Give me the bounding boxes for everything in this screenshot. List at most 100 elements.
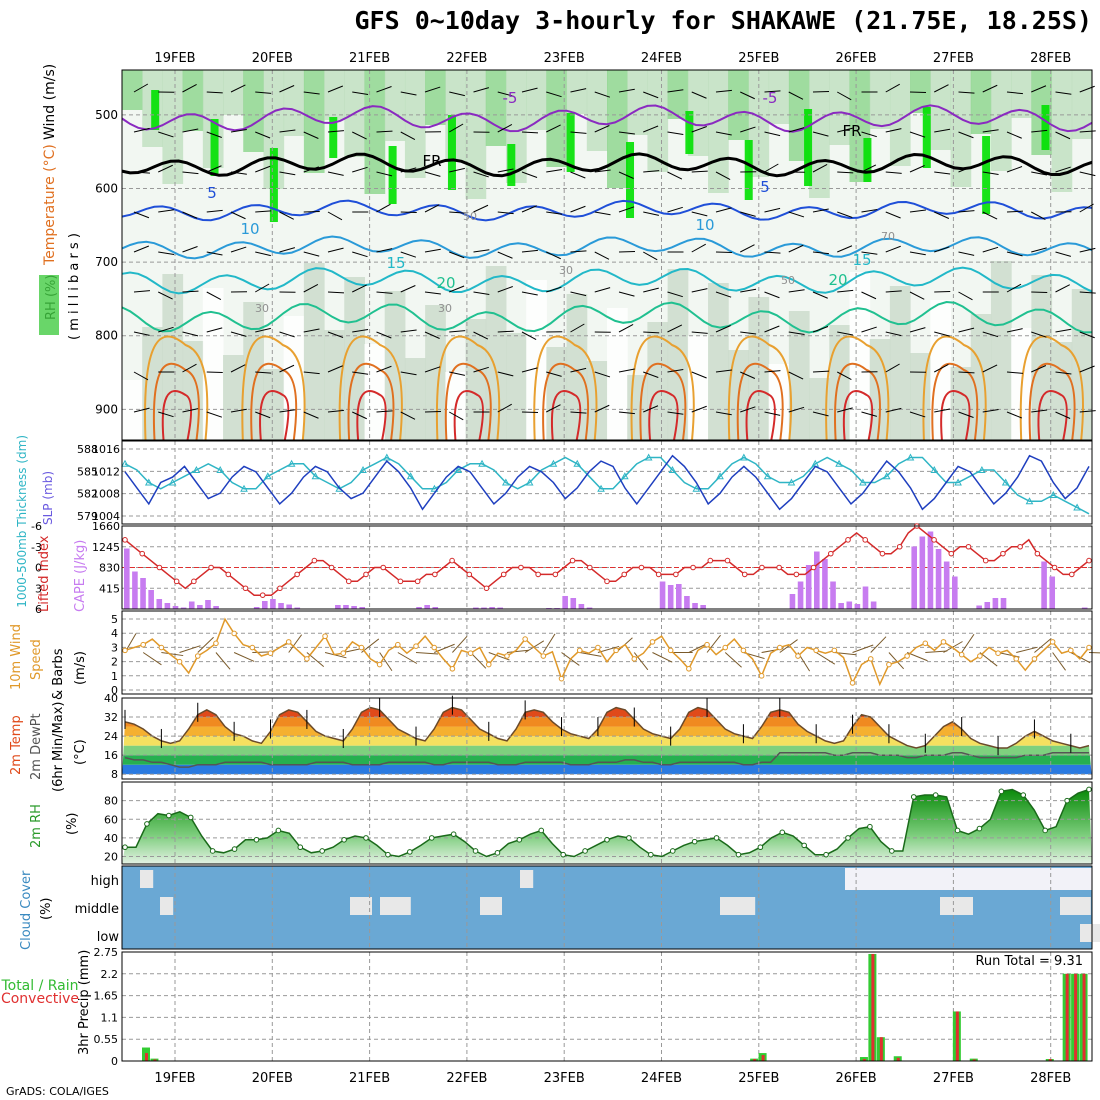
- rh2m-line-marker: [669, 848, 676, 854]
- wind10-barb: [597, 645, 620, 653]
- precip-tick-label: 2.75: [94, 946, 119, 959]
- li-tick-label: -3: [31, 541, 42, 554]
- upper-wind-barb: [376, 130, 393, 133]
- rh-shading-lower: [849, 272, 871, 440]
- rh2m-line-marker: [385, 851, 391, 858]
- rh-moist-patch: [685, 111, 694, 154]
- thickness-tick-label: 588: [77, 443, 98, 456]
- wind10-speed-line-marker: [958, 651, 965, 658]
- rh-shading-lower: [889, 286, 911, 440]
- upper-wind-barb: [618, 131, 635, 135]
- thickness-line-marker: [121, 459, 129, 467]
- upper-wind-barb: [376, 171, 393, 177]
- upper-wind-barb: [449, 371, 466, 376]
- precip-panel-frame: [121, 951, 1093, 1062]
- upper-wind-barb: [764, 90, 781, 93]
- rh2m-line-marker: [976, 825, 983, 832]
- rh-moist-patch: [507, 144, 516, 186]
- rh2m-line-marker: [472, 848, 479, 854]
- upper-wind-barb: [958, 210, 975, 213]
- upper-wind-barb: [667, 369, 684, 373]
- precip-convective-label: Convective: [1, 991, 79, 1007]
- wind10-speed-line-marker: [540, 653, 547, 659]
- lifted-index-line-marker: [827, 550, 834, 557]
- upper-wind-barb: [1006, 411, 1023, 419]
- thickness-line-marker: [359, 465, 367, 473]
- lifted-index-line-marker: [397, 578, 404, 585]
- cloud-patch: [160, 897, 174, 915]
- upper-wind-barb: [667, 131, 684, 135]
- cape-bar: [676, 584, 682, 609]
- cape-bar: [700, 605, 706, 609]
- cape-bar: [667, 585, 674, 609]
- lifted-index-line-marker: [380, 564, 387, 571]
- thickness-line-marker: [192, 465, 201, 473]
- upper-wind-barb: [303, 131, 319, 139]
- upper-wind-barb: [885, 363, 900, 373]
- wind10-barb: [379, 652, 393, 672]
- rh2m-line-marker: [779, 829, 786, 836]
- lifted-index-line-marker: [621, 571, 628, 578]
- lifted-index-line-marker: [518, 564, 524, 571]
- upper-wind-barb: [449, 167, 465, 173]
- wind10-tick-label: 5: [111, 613, 118, 626]
- upper-wind-barb: [279, 247, 296, 253]
- upper-wind-barb: [909, 209, 926, 213]
- upper-wind-barb: [861, 326, 877, 333]
- li-tick-label: 3: [35, 582, 42, 595]
- wind10-speed-line-marker: [831, 647, 838, 654]
- wind10-speed-line-marker: [758, 673, 765, 679]
- upper-wind-barb: [788, 211, 805, 218]
- warm-temp-contour: [241, 335, 306, 441]
- upper-wind-barb: [643, 91, 659, 99]
- rh2m-tick-label: 20: [104, 851, 118, 864]
- upper-wind-barb: [1006, 91, 1023, 95]
- rh-shading-upper: [162, 70, 184, 184]
- upper-wind-barb: [473, 87, 490, 93]
- upper-wind-barb: [570, 323, 585, 333]
- upper-wind-barb: [594, 287, 611, 293]
- upper-wind-barb: [400, 329, 417, 333]
- wind10-axis-label2: Speed: [29, 639, 44, 680]
- wind10-speed-line-marker: [886, 661, 892, 668]
- warm-temp-contour: [922, 335, 987, 441]
- upper-wind-barb: [643, 125, 659, 133]
- upper-wind-barb: [400, 167, 417, 173]
- cape-bar: [132, 571, 138, 609]
- wind10-speed-line-marker: [395, 641, 401, 648]
- upper-wind-barb: [982, 171, 999, 175]
- wind10-barb: [779, 639, 798, 653]
- upper-wind-barb: [788, 91, 804, 100]
- upper-wind-barb: [473, 291, 490, 295]
- wind10-speed-line-marker: [904, 653, 910, 659]
- upper-wind-barb: [934, 331, 950, 337]
- rh-moist-patch: [151, 90, 160, 130]
- rh-shading-lower: [162, 274, 184, 440]
- precip-convective-bar: [1065, 973, 1069, 1061]
- lifted-index-line-marker: [655, 571, 662, 578]
- rh-moist-patch: [744, 140, 753, 200]
- thickness-tick-label: 585: [77, 465, 98, 478]
- wind10-barb: [506, 649, 529, 653]
- contour-label: 20: [436, 274, 455, 292]
- upper-wind-barb: [521, 411, 539, 414]
- cloud-patch: [480, 897, 502, 915]
- upper-wind-barb: [206, 251, 223, 256]
- cloud-level-label: low: [97, 930, 120, 945]
- upper-wind-barb: [594, 125, 610, 133]
- contour-label: 15: [386, 254, 405, 272]
- upper-wind-barb: [303, 284, 319, 293]
- upper-panel-frame: [121, 69, 1093, 441]
- rh-shading-upper: [910, 70, 931, 113]
- warm-temp-contour: [1028, 362, 1076, 441]
- wind10-speed-line-marker: [867, 656, 874, 662]
- cape-bar: [180, 607, 187, 609]
- pressure-tick-label: 600: [95, 181, 118, 195]
- rh-shading-lower: [869, 339, 891, 440]
- wind10-axis-unit: (m/s): [73, 651, 88, 685]
- warm-temp-contour: [444, 362, 492, 441]
- slp-tick-label: 1008: [92, 488, 120, 501]
- wind10-speed-line-marker: [231, 630, 237, 637]
- upper-wind-barb: [1055, 328, 1072, 333]
- upper-wind-barb: [643, 170, 660, 173]
